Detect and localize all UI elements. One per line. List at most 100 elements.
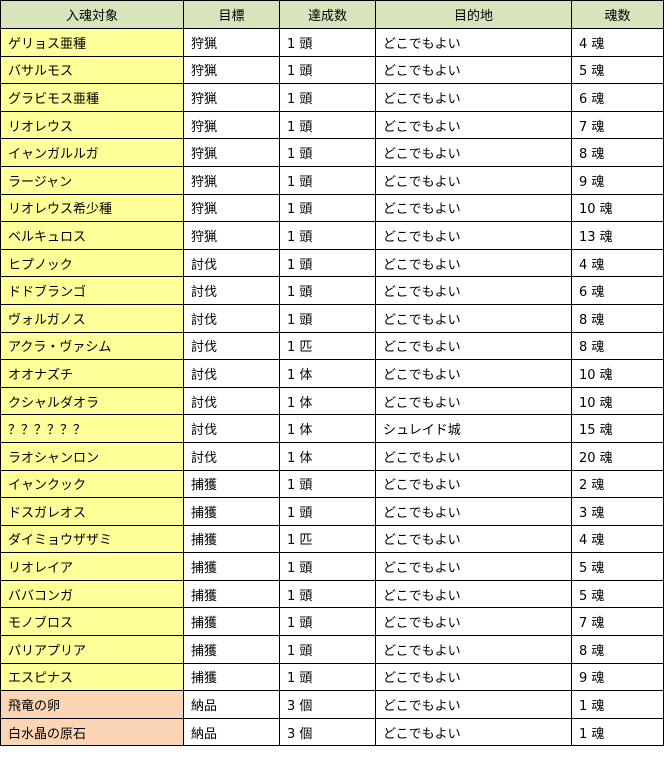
destination-cell: どこでもよい xyxy=(375,524,572,554)
target-cell: リオレウス希少種 xyxy=(0,193,184,223)
souls-cell: 20 魂 xyxy=(571,441,664,471)
souls-cell: 9 魂 xyxy=(571,662,664,692)
table-row: ダイミョウザザミ 捕獲 1 匹どこでもよい 4 魂 xyxy=(0,524,664,554)
souls-cell: 10 魂 xyxy=(571,193,664,223)
souls-cell: 8 魂 xyxy=(571,331,664,361)
goal-cell: 捕獲 xyxy=(183,497,280,526)
count-cell: 1 頭 xyxy=(279,193,376,223)
count-cell: 1 頭 xyxy=(279,579,376,609)
souls-cell: 6 魂 xyxy=(571,276,664,305)
goal-cell: 討伐 xyxy=(183,276,280,305)
souls-cell: 5 魂 xyxy=(571,55,664,85)
souls-cell: 15 魂 xyxy=(571,414,664,443)
destination-cell: どこでもよい xyxy=(375,662,572,692)
table-row: ヴォルガノス 討伐 1 頭どこでもよい 8 魂 xyxy=(0,303,664,333)
count-cell: 1 匹 xyxy=(279,524,376,554)
table-row: エスピナス 捕獲 1 頭どこでもよい 9 魂 xyxy=(0,662,664,692)
target-cell: クシャルダオラ xyxy=(0,386,184,416)
table-row: パリアプリア 捕獲 1 頭どこでもよい 8 魂 xyxy=(0,635,664,664)
target-cell: バサルモス xyxy=(0,55,184,85)
goal-cell: 捕獲 xyxy=(183,469,280,499)
destination-cell: どこでもよい xyxy=(375,469,572,499)
count-cell: 1 体 xyxy=(279,359,376,388)
target-cell: ラージャン xyxy=(0,165,184,195)
destination-cell: どこでもよい xyxy=(375,193,572,223)
table-row: モノブロス 捕獲 1 頭どこでもよい 7 魂 xyxy=(0,607,664,637)
goal-cell: 捕獲 xyxy=(183,662,280,692)
souls-cell: 3 魂 xyxy=(571,497,664,526)
souls-cell: 7 魂 xyxy=(571,607,664,637)
count-cell: 1 体 xyxy=(279,441,376,471)
goal-cell: 納品 xyxy=(183,690,280,719)
target-cell: エスピナス xyxy=(0,662,184,692)
destination-cell: どこでもよい xyxy=(375,359,572,388)
target-cell: アクラ・ヴァシム xyxy=(0,331,184,361)
soul-infusion-table: 入魂対象 目標 達成数 目的地 魂数 ゲリョス亜種 狩猟 1 頭どこでもよい 4 魂バ… xyxy=(0,0,664,747)
goal-cell: 狩猟 xyxy=(183,165,280,195)
header-goal: 目標 xyxy=(183,0,280,29)
destination-cell: シュレイド城 xyxy=(375,414,572,443)
goal-cell: 討伐 xyxy=(183,414,280,443)
target-cell: イャンクック xyxy=(0,469,184,499)
target-cell: リオレウス xyxy=(0,110,184,140)
count-cell: 1 匹 xyxy=(279,331,376,361)
count-cell: 1 頭 xyxy=(279,635,376,664)
destination-cell: どこでもよい xyxy=(375,717,572,747)
count-cell: 1 頭 xyxy=(279,303,376,333)
destination-cell: どこでもよい xyxy=(375,441,572,471)
goal-cell: 狩猟 xyxy=(183,193,280,223)
table-row: ゲリョス亜種 狩猟 1 頭どこでもよい 4 魂 xyxy=(0,28,664,57)
goal-cell: 討伐 xyxy=(183,303,280,333)
count-cell: 3 個 xyxy=(279,717,376,747)
count-cell: 1 頭 xyxy=(279,607,376,637)
souls-cell: 10 魂 xyxy=(571,386,664,416)
souls-cell: 8 魂 xyxy=(571,635,664,664)
count-cell: 1 体 xyxy=(279,414,376,443)
souls-cell: 6 魂 xyxy=(571,83,664,112)
souls-cell: 9 魂 xyxy=(571,165,664,195)
destination-cell: どこでもよい xyxy=(375,386,572,416)
target-cell: ドドブランゴ xyxy=(0,276,184,305)
destination-cell: どこでもよい xyxy=(375,276,572,305)
count-cell: 1 頭 xyxy=(279,28,376,57)
destination-cell: どこでもよい xyxy=(375,552,572,581)
goal-cell: 討伐 xyxy=(183,359,280,388)
target-cell: ヒプノック xyxy=(0,248,184,278)
souls-cell: 5 魂 xyxy=(571,579,664,609)
souls-cell: 8 魂 xyxy=(571,138,664,167)
destination-cell: どこでもよい xyxy=(375,28,572,57)
souls-cell: 4 魂 xyxy=(571,28,664,57)
destination-cell: どこでもよい xyxy=(375,55,572,85)
souls-cell: 1 魂 xyxy=(571,717,664,747)
table-row: ラージャン 狩猟 1 頭どこでもよい 9 魂 xyxy=(0,165,664,195)
target-cell: イャンガルルガ xyxy=(0,138,184,167)
destination-cell: どこでもよい xyxy=(375,579,572,609)
count-cell: 1 頭 xyxy=(279,276,376,305)
souls-cell: 4 魂 xyxy=(571,248,664,278)
target-cell: ラオシャンロン xyxy=(0,441,184,471)
destination-cell: どこでもよい xyxy=(375,83,572,112)
count-cell: 1 頭 xyxy=(279,55,376,85)
goal-cell: 討伐 xyxy=(183,248,280,278)
souls-cell: 8 魂 xyxy=(571,303,664,333)
count-cell: 1 頭 xyxy=(279,83,376,112)
goal-cell: 討伐 xyxy=(183,386,280,416)
target-cell: オオナズチ xyxy=(0,359,184,388)
table-row: ？？？？？？ 討伐 1 体シュレイド城 15 魂 xyxy=(0,414,664,443)
header-row: 入魂対象 目標 達成数 目的地 魂数 xyxy=(0,0,664,29)
table-row: ラオシャンロン 討伐 1 体どこでもよい 20 魂 xyxy=(0,441,664,471)
goal-cell: 討伐 xyxy=(183,441,280,471)
souls-cell: 1 魂 xyxy=(571,690,664,719)
header-count: 達成数 xyxy=(279,0,376,29)
table-row: リオレウス 狩猟 1 頭どこでもよい 7 魂 xyxy=(0,110,664,140)
table-row: クシャルダオラ 討伐 1 体どこでもよい 10 魂 xyxy=(0,386,664,416)
target-cell: ？？？？？？ xyxy=(0,414,184,443)
count-cell: 1 頭 xyxy=(279,138,376,167)
goal-cell: 狩猟 xyxy=(183,55,280,85)
goal-cell: 狩猟 xyxy=(183,83,280,112)
destination-cell: どこでもよい xyxy=(375,303,572,333)
goal-cell: 捕獲 xyxy=(183,524,280,554)
goal-cell: 狩猟 xyxy=(183,28,280,57)
table-row: 白水晶の原石 納品 3 個どこでもよい 1 魂 xyxy=(0,717,664,747)
goal-cell: 狩猟 xyxy=(183,221,280,250)
